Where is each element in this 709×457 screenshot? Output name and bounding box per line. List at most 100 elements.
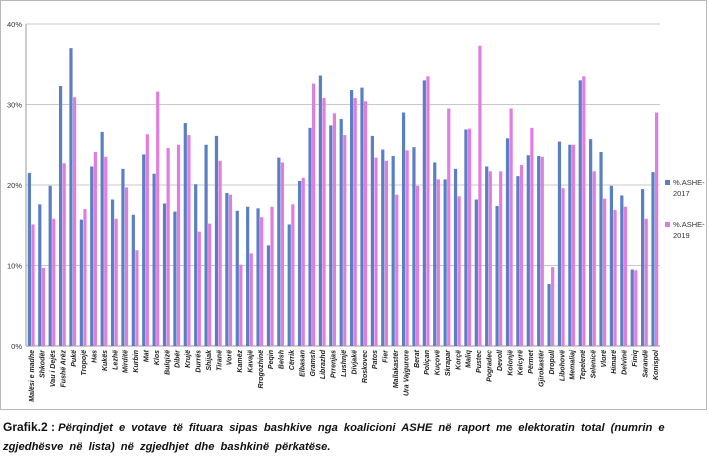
bar-2017 <box>599 151 603 346</box>
bar-2017 <box>308 127 312 346</box>
bar-2019 <box>114 218 118 346</box>
bar-2017 <box>641 189 645 346</box>
x-tick-label: Vau i Dejës <box>50 350 57 387</box>
bar-2019 <box>239 264 243 346</box>
bar-2019 <box>499 171 503 346</box>
figure-caption: Grafik.2 : Përqindjet e votave të fituar… <box>3 418 703 457</box>
bar-2017 <box>79 219 83 346</box>
x-tick-label: Bulqizë <box>164 350 171 375</box>
grouped-bar-chart: 0% 10% 20% 30% 40% Malësi e madhe Shkodër Vau i… <box>7 20 705 402</box>
bar-2017 <box>620 195 624 346</box>
x-tick-label: Kurbin <box>133 350 140 373</box>
bar-2019 <box>603 198 607 346</box>
x-tick-label: Vlorë <box>601 350 608 368</box>
x-tick-label: Poliçan <box>424 350 431 375</box>
y-tick-label: 30% <box>7 101 22 110</box>
bar-2017 <box>401 112 406 346</box>
bar-2017 <box>609 185 614 346</box>
caption-text: Përqindjet e votave të fituara sipas bas… <box>3 422 665 453</box>
legend-label-line1: %.ASHE- <box>673 178 705 187</box>
x-tick-label: Devoll <box>497 349 504 371</box>
bar-2019 <box>62 163 66 346</box>
bar-2017 <box>422 80 426 346</box>
x-tick-label: Dibër <box>175 349 182 368</box>
x-tick-label: Libohovë <box>559 350 566 381</box>
bar-2019 <box>530 127 534 346</box>
x-tick-label: Ura Vajgurore <box>403 350 410 396</box>
caption-label: Grafik.2 : <box>3 420 56 434</box>
legend-label-line2: 2019 <box>673 231 690 240</box>
x-tick-label: Vorë <box>227 350 234 365</box>
bar-2017 <box>443 179 447 346</box>
x-tick-label: Librazhd <box>320 349 327 379</box>
x-tick-label: Fier <box>383 349 390 363</box>
bar-2017 <box>225 193 229 346</box>
bar-2019 <box>384 160 388 346</box>
bar-2017 <box>651 172 655 346</box>
bar-2019 <box>447 108 451 347</box>
x-tick-label: Tepelenë <box>580 350 587 380</box>
bar-2017 <box>256 208 260 346</box>
x-tick-label: Pukë <box>71 350 78 367</box>
bar-2019 <box>228 194 233 346</box>
bar-2017 <box>329 125 333 347</box>
bar-2019 <box>52 218 56 346</box>
x-tick-label: Lezhë <box>112 350 119 370</box>
bar-2019 <box>488 171 492 346</box>
bar-2017 <box>589 139 593 346</box>
bar-2017 <box>568 144 572 346</box>
x-tick-label: Has <box>92 350 99 363</box>
bar-2019 <box>218 160 222 346</box>
bar-2019 <box>197 231 201 346</box>
bar-2017 <box>464 129 468 346</box>
bar-2017 <box>266 245 271 346</box>
bar-2017 <box>162 203 167 346</box>
bar-2019 <box>249 253 253 346</box>
bar-2017 <box>381 149 385 346</box>
bar-2019 <box>436 179 440 346</box>
bar-2017 <box>537 156 541 346</box>
bar-2017 <box>578 80 582 346</box>
bar-2019 <box>280 162 285 346</box>
bar-2017 <box>453 168 458 346</box>
bar-2019 <box>31 224 35 346</box>
legend-label-line1: %.ASHE- <box>673 220 705 229</box>
x-tick-label: Kamëz <box>237 350 244 373</box>
x-tick-label: Kavajë <box>247 350 254 373</box>
bar-2017 <box>173 211 177 346</box>
bar-2019 <box>634 270 638 346</box>
x-tick-label: Prrenjas <box>331 350 338 378</box>
x-tick-label: Roskovec <box>362 350 369 383</box>
bar-2019 <box>93 151 97 346</box>
bar-2019 <box>332 113 337 346</box>
x-tick-label: Skrapar <box>445 349 452 376</box>
bar-2019 <box>613 209 617 346</box>
legend-swatch <box>665 222 670 227</box>
bar-2017 <box>142 154 146 346</box>
bar-2017 <box>495 205 499 346</box>
x-tick-label: Përmet <box>528 349 535 373</box>
bar-2019 <box>395 194 399 346</box>
x-tick-label: Berat <box>414 349 421 368</box>
bar-2017 <box>349 90 354 346</box>
bar-2017 <box>277 157 281 346</box>
bar-2017 <box>214 135 219 346</box>
bar-2017 <box>194 184 198 346</box>
bar-2017 <box>287 224 291 346</box>
x-tick-label: Mat <box>144 349 151 362</box>
y-tick-label: 0% <box>11 342 22 351</box>
bar-2017 <box>370 135 374 346</box>
bar-2019 <box>72 97 77 346</box>
bar-2017 <box>433 162 437 346</box>
bar-2019 <box>478 45 482 347</box>
bar-2017 <box>121 168 125 346</box>
x-tick-label: Gjirokastër <box>538 349 545 387</box>
bar-2019 <box>405 150 409 346</box>
bar-2017 <box>58 85 63 347</box>
bar-2017 <box>204 144 208 346</box>
x-tick-label: Cërrik <box>289 349 296 370</box>
x-tick-label: Konispol <box>653 349 660 380</box>
bar-2019 <box>301 177 305 346</box>
bar-2017 <box>630 269 634 346</box>
bar-2017 <box>235 210 239 346</box>
